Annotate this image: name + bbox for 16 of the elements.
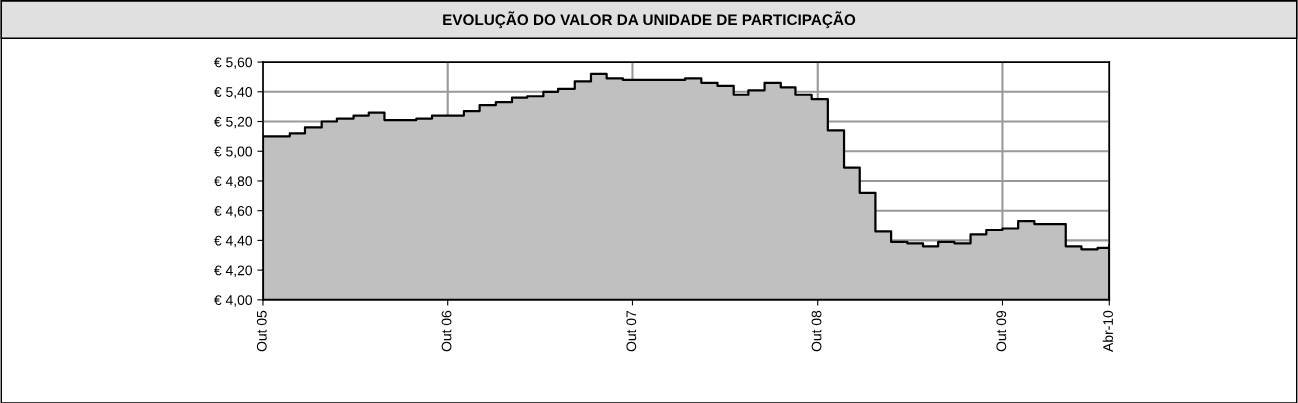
- x-tick-label: Out 07: [626, 310, 637, 352]
- chart-title: EVOLUÇÃO DO VALOR DA UNIDADE DE PARTICIPAÇÃO: [443, 11, 856, 29]
- x-tick-label: Out 05: [256, 310, 267, 352]
- x-tick-label: Abr-10: [1102, 310, 1113, 352]
- y-tick-label: € 5,20: [214, 116, 253, 129]
- x-tick-label: Out 08: [811, 310, 822, 352]
- y-tick-label: € 5,60: [214, 57, 253, 69]
- y-tick-label: € 4,00: [214, 295, 253, 307]
- y-tick-label: € 4,20: [214, 265, 253, 277]
- y-tick-label: € 4,80: [214, 176, 253, 188]
- y-tick-label: € 4,60: [214, 206, 253, 218]
- x-tick-label: Out 06: [441, 310, 452, 352]
- y-tick-label: € 5,00: [214, 146, 253, 159]
- x-tick-label: Out 09: [996, 310, 1007, 352]
- y-tick-label: € 4,40: [214, 235, 253, 248]
- y-tick-label: € 5,40: [214, 87, 253, 99]
